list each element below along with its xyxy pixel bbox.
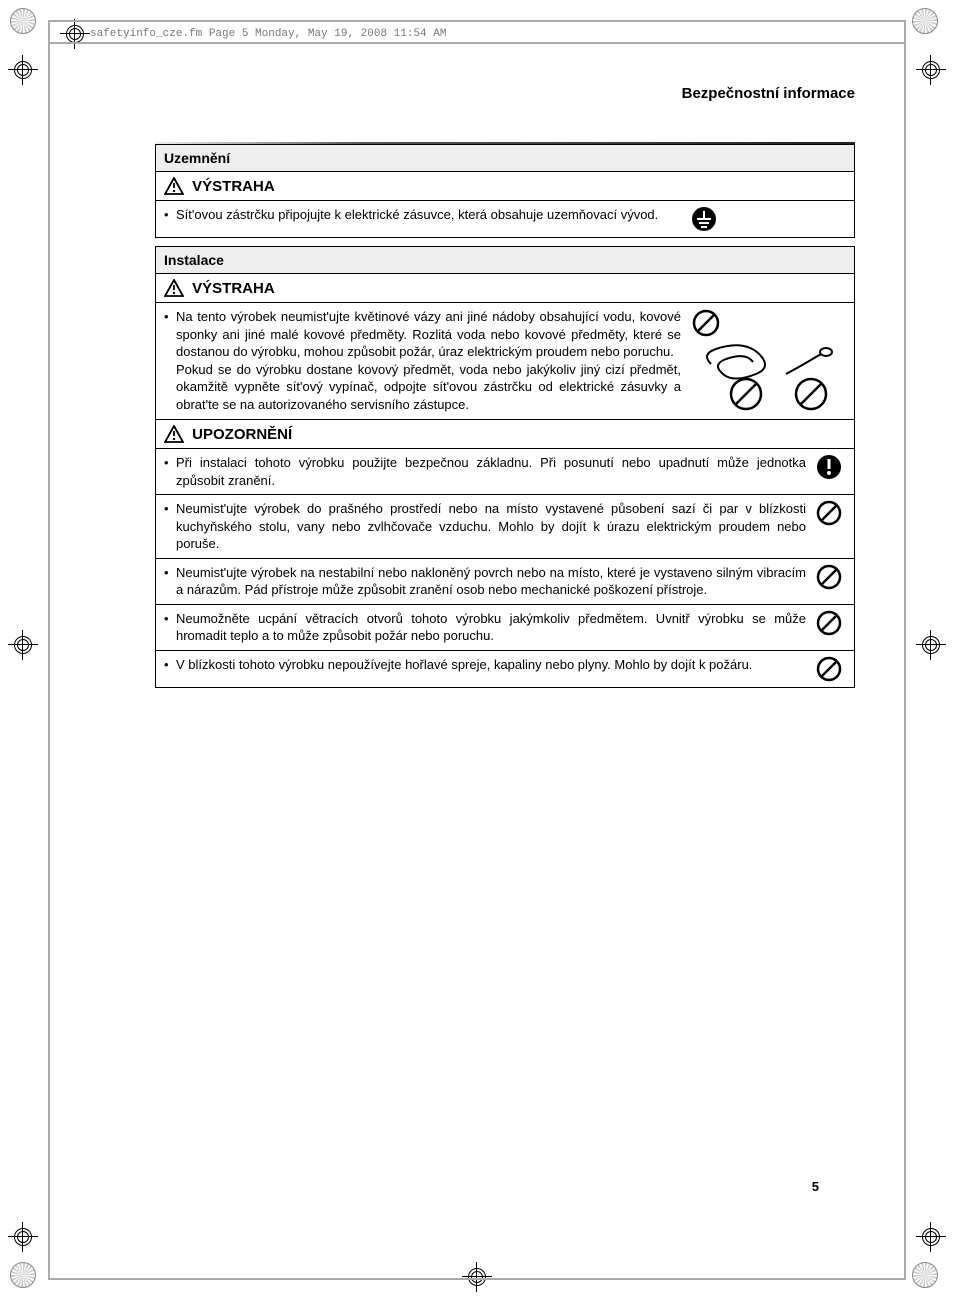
warning-triangle-icon: [164, 425, 184, 443]
icon-cell: [816, 610, 846, 645]
reg-mark-sun: [10, 1262, 42, 1294]
bullet-para: Pokud se do výrobku dostane kovový předm…: [176, 362, 681, 412]
warning-heading: VÝSTRAHA: [156, 172, 855, 201]
frame-line: [48, 42, 906, 44]
bullet-row: •Neumožněte ucpání větracích otvorů toho…: [156, 604, 855, 650]
page-title-block: Bezpečnostní informace: [155, 85, 855, 144]
bullet-content: Při instalaci tohoto výrobku použijte be…: [176, 454, 806, 489]
section-header: Uzemnění: [156, 145, 855, 172]
bullet-content: V blízkosti tohoto výrobku nepoužívejte …: [176, 656, 752, 674]
caution-heading: UPOZORNĚNÍ: [156, 420, 855, 449]
section-header: Instalace: [156, 247, 855, 274]
warning-triangle-icon: [164, 177, 184, 195]
crosshair-icon: [8, 55, 38, 85]
bullet-text: •V blízkosti tohoto výrobku nepoužívejte…: [164, 656, 806, 682]
icon-cell: [816, 564, 846, 599]
prohibition-icon: [816, 564, 842, 590]
page: safetyinfo_cze.fm Page 5 Monday, May 19,…: [0, 0, 954, 1302]
bullet-text: •Sít'ovou zástrčku připojujte k elektric…: [164, 206, 681, 232]
clip-pin-prohibit-icon: [691, 344, 841, 414]
prohibition-icon: [816, 500, 842, 526]
crosshair-icon: [462, 1262, 492, 1292]
prohibition-icon: [816, 656, 842, 682]
bullet-text: •Neumožněte ucpání větracích otvorů toho…: [164, 610, 806, 645]
warning-label: VÝSTRAHA: [192, 280, 275, 297]
warning-label: VÝSTRAHA: [192, 178, 275, 195]
icon-cell: [816, 500, 846, 553]
crosshair-icon: [916, 55, 946, 85]
bullet-content: Neumist'ujte výrobek na nestabilní nebo …: [176, 564, 806, 599]
bullet-para: Na tento výrobek neumist'ujte květinové …: [176, 309, 681, 359]
content-area: Bezpečnostní informace Uzemnění VÝSTRAHA…: [155, 85, 855, 696]
warning-heading: VÝSTRAHA: [156, 274, 855, 303]
page-title: Bezpečnostní informace: [155, 85, 855, 106]
warning-triangle-icon: [164, 279, 184, 297]
frame-line: [48, 20, 50, 1280]
bullet-text: •Neumist'ujte výrobek do prašného prostř…: [164, 500, 806, 553]
header-meta: safetyinfo_cze.fm Page 5 Monday, May 19,…: [90, 28, 446, 40]
icon-cell: [816, 656, 846, 682]
bullet-content: Na tento výrobek neumist'ujte květinové …: [176, 308, 681, 413]
frame-line: [48, 1278, 906, 1280]
bullet-content: Neumist'ujte výrobek do prašného prostře…: [176, 500, 806, 553]
bullet-content: Neumožněte ucpání větracích otvorů tohot…: [176, 610, 806, 645]
mandatory-icon: [816, 454, 842, 480]
bullet-text: •Neumist'ujte výrobek na nestabilní nebo…: [164, 564, 806, 599]
bullet-text: •Při instalaci tohoto výrobku použijte b…: [164, 454, 806, 489]
bullet-row: •Sít'ovou zástrčku připojujte k elektric…: [156, 201, 855, 238]
bullet-row: •Neumist'ujte výrobek na nestabilní nebo…: [156, 558, 855, 604]
bullet-text: • Na tento výrobek neumist'ujte květinov…: [164, 308, 681, 414]
bullet-row: •Při instalaci tohoto výrobku použijte b…: [156, 449, 855, 495]
crosshair-icon: [916, 1222, 946, 1252]
frame-line: [48, 20, 906, 22]
ground-icon: [691, 206, 717, 232]
crosshair-icon: [8, 1222, 38, 1252]
crosshair-icon: [60, 19, 90, 49]
bullet-row: •Neumist'ujte výrobek do prašného prostř…: [156, 495, 855, 559]
crosshair-icon: [916, 630, 946, 660]
reg-mark-sun: [912, 8, 944, 40]
prohibition-icon: [691, 308, 721, 338]
reg-mark-sun: [10, 8, 42, 40]
bullet-row: • Na tento výrobek neumist'ujte květinov…: [156, 303, 855, 420]
frame-line: [904, 20, 906, 1280]
bullet-row: •V blízkosti tohoto výrobku nepoužívejte…: [156, 650, 855, 687]
prohibition-icon: [816, 610, 842, 636]
page-number: 5: [812, 1179, 819, 1194]
grounding-table: Uzemnění VÝSTRAHA •Sít'ovou zástrčku při…: [155, 144, 855, 238]
reg-mark-sun: [912, 1262, 944, 1294]
bullet-content: Sít'ovou zástrčku připojujte k elektrick…: [176, 206, 658, 224]
installation-table: Instalace VÝSTRAHA • Na tento výrobek ne…: [155, 246, 855, 688]
icon-cell: [691, 206, 846, 232]
crosshair-icon: [8, 630, 38, 660]
icon-cell: [816, 454, 846, 489]
icon-cell: [691, 308, 846, 414]
caution-label: UPOZORNĚNÍ: [192, 426, 292, 443]
